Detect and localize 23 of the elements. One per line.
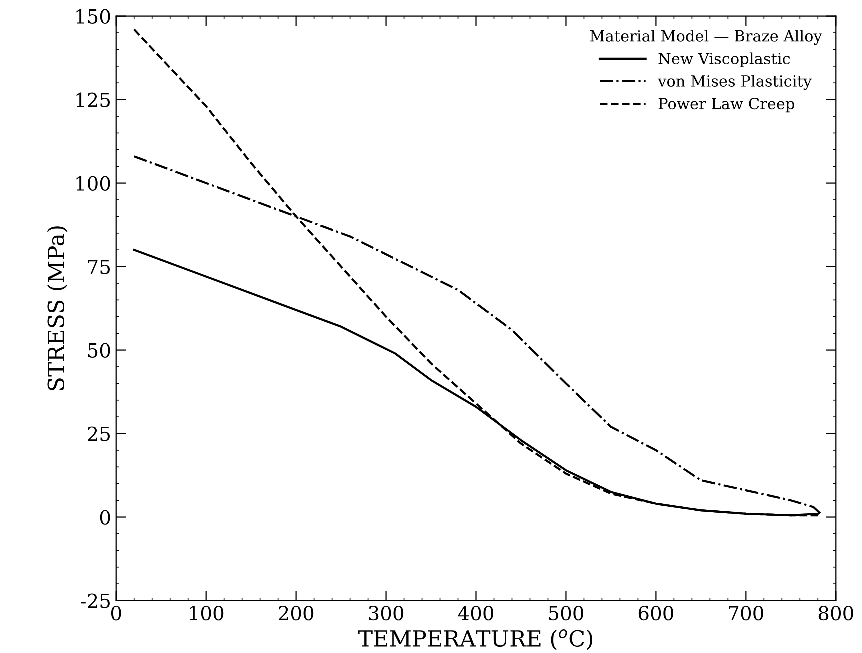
x-tick-label: 0 (111, 606, 122, 621)
y-tick-label: 150 (76, 9, 110, 24)
y-tick-label: 0 (100, 510, 110, 525)
x-tick-label: 600 (638, 606, 674, 621)
x-tick-label: 800 (818, 606, 854, 621)
legend-label: Power Law Creep (658, 98, 794, 113)
x-tick-label: 100 (190, 606, 224, 621)
x-tick-label: 300 (369, 606, 404, 621)
x-tick-label: 400 (458, 606, 494, 621)
y-tick-label: 50 (88, 343, 110, 358)
y-tick-label: 75 (88, 260, 110, 274)
x-axis-title: TEMPERATURE ($^{o}$C) (358, 630, 592, 650)
y-tick-label: 125 (76, 92, 110, 108)
x-tick-label: 200 (279, 606, 314, 621)
y-axis-title: STRESS (MPa) (47, 226, 68, 390)
legend-label: von Mises Plasticity (658, 75, 812, 90)
x-tick-label: 700 (729, 606, 764, 621)
legend-label: New Viscoplastic (658, 52, 790, 68)
y-tick-label: -25 (81, 594, 110, 608)
x-tick-label: 500 (549, 606, 584, 621)
y-tick-label: 25 (88, 426, 110, 442)
legend-title: Material Model — Braze Alloy (590, 30, 822, 46)
y-tick-label: 100 (76, 176, 110, 191)
